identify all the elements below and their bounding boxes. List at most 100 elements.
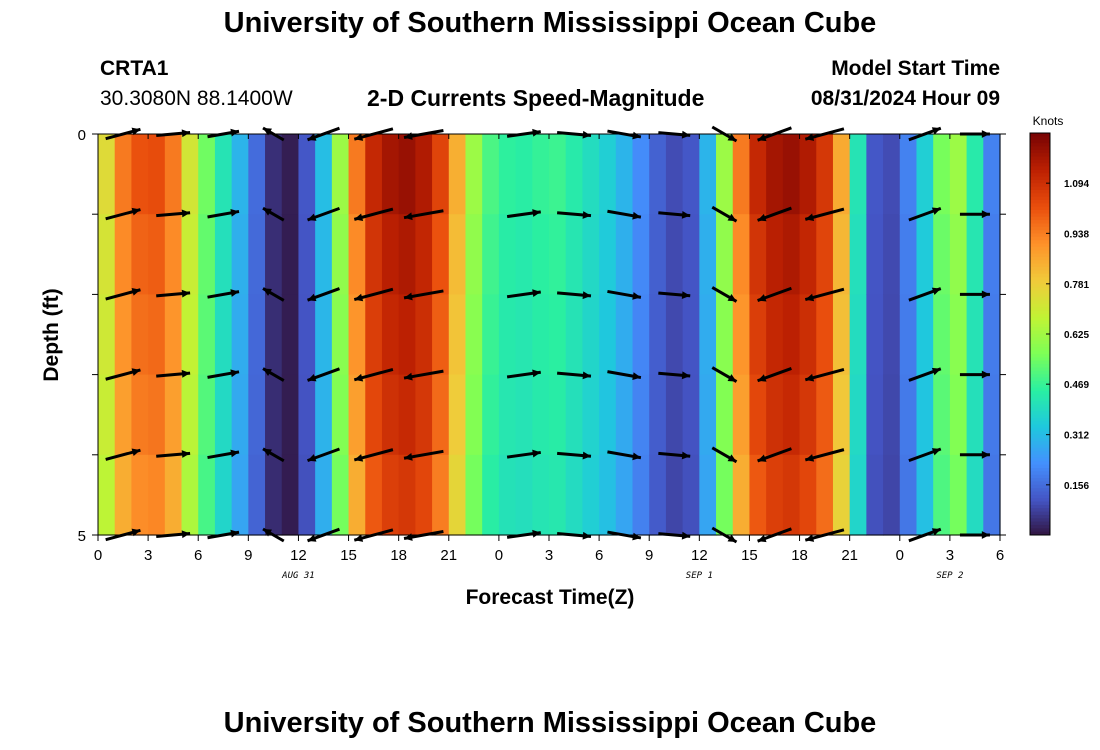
heatmap-cell [716, 294, 734, 376]
current-arrow [658, 531, 691, 540]
current-arrow [658, 210, 691, 219]
heatmap-cell [983, 134, 1001, 215]
heatmap-cell [983, 214, 1001, 295]
heatmap [98, 134, 1001, 536]
current-arrow [156, 289, 191, 298]
current-arrow [262, 287, 285, 302]
heatmap-cell [816, 294, 834, 376]
current-arrow [353, 528, 394, 542]
current-arrow [262, 126, 285, 142]
model-start-time: 08/31/2024 Hour 09 [810, 87, 1000, 110]
heatmap-cell [465, 294, 483, 376]
current-arrow [711, 125, 738, 143]
heatmap-cell [782, 214, 801, 295]
current-arrow [804, 367, 845, 382]
page-title: University of Southern Mississippi Ocean… [223, 7, 877, 39]
current-arrow [156, 530, 191, 539]
colorbar-segment [1030, 521, 1050, 526]
current-arrow [959, 210, 990, 219]
colorbar-segment [1030, 200, 1050, 204]
colorbar-segment [1030, 317, 1050, 322]
heatmap-cell [281, 454, 300, 536]
heatmap-cell [565, 134, 584, 215]
heatmap-cell [599, 134, 617, 215]
current-arrow [757, 286, 792, 302]
colorbar-segment [1030, 390, 1050, 395]
colorbar-segment [1030, 196, 1050, 201]
colorbar-segment [1030, 256, 1050, 261]
colorbar-segment [1030, 531, 1050, 536]
heatmap-cell [315, 134, 333, 215]
heatmap-cell [766, 294, 784, 376]
current-arrow [607, 450, 642, 461]
heatmap-cell [966, 294, 984, 376]
heatmap-cell [649, 294, 667, 376]
heatmap-cell [549, 374, 567, 456]
current-arrow [105, 528, 141, 542]
heatmap-cell [131, 454, 149, 536]
heatmap-cell [599, 454, 617, 536]
heatmap-cell [214, 454, 233, 536]
heatmap-cell [348, 374, 366, 456]
colorbar-segment [1030, 374, 1050, 379]
colorbar-segment [1030, 250, 1050, 255]
date-label: SEP 1 [686, 571, 713, 581]
heatmap-cell [381, 454, 400, 536]
heatmap-cell [281, 214, 300, 295]
heatmap-cell [899, 134, 918, 215]
current-arrow [105, 368, 141, 381]
current-arrow [556, 451, 592, 460]
current-arrow [156, 450, 191, 458]
heatmap-cell [231, 374, 249, 456]
heatmap-cell [549, 454, 567, 536]
colorbar-segment [1030, 441, 1050, 446]
heatmap-cell [816, 454, 834, 536]
heatmap-cell [181, 134, 199, 215]
current-arrow [156, 129, 191, 138]
heatmap-cell [148, 134, 166, 215]
heatmap-cell [933, 294, 951, 376]
x-tick-label: 15 [741, 547, 758, 564]
heatmap-cell [248, 214, 266, 295]
heatmap-cell [615, 374, 634, 456]
heatmap-cell [832, 214, 851, 295]
heatmap-cell [749, 214, 767, 295]
current-arrow [804, 207, 845, 222]
colorbar-tick-label: 1.094 [1064, 179, 1089, 190]
heatmap-cell [866, 134, 884, 215]
heatmap-cell [849, 374, 867, 456]
x-tick-label: 6 [194, 547, 202, 564]
colorbar-segment [1030, 417, 1050, 422]
colorbar-segment [1030, 156, 1050, 161]
heatmap-cell [782, 294, 801, 376]
current-arrow [207, 128, 240, 139]
heatmap-cell [331, 454, 350, 536]
x-tick-label: 0 [94, 547, 102, 564]
heatmap-cell [766, 374, 784, 456]
colorbar-segment [1030, 166, 1050, 171]
colorbar: 0.156 0.312 0.469 0.625 0.781 0.938 1.094 [1029, 132, 1089, 536]
current-arrow [658, 291, 691, 299]
heatmap-cell [966, 214, 984, 295]
colorbar-segment [1030, 380, 1050, 385]
colorbar-segment [1030, 230, 1050, 234]
heatmap-cell [432, 374, 450, 456]
heatmap-cell [131, 374, 149, 456]
colorbar-segment [1030, 524, 1050, 529]
colorbar-segment [1030, 334, 1050, 338]
heatmap-cell [231, 454, 249, 536]
heatmap-cell [164, 214, 183, 295]
heatmap-cell [899, 454, 918, 536]
current-arrow [658, 371, 691, 380]
heatmap-cell [632, 454, 650, 536]
current-arrow [262, 206, 285, 222]
heatmap-cell [248, 294, 266, 376]
colorbar-segment [1030, 203, 1050, 208]
colorbar-segment [1030, 300, 1050, 305]
heatmap-cell [198, 214, 216, 295]
heatmap-cell [331, 294, 350, 376]
heatmap-cell [498, 374, 517, 456]
heatmap-cell [766, 214, 784, 295]
heatmap-cell [983, 454, 1001, 536]
